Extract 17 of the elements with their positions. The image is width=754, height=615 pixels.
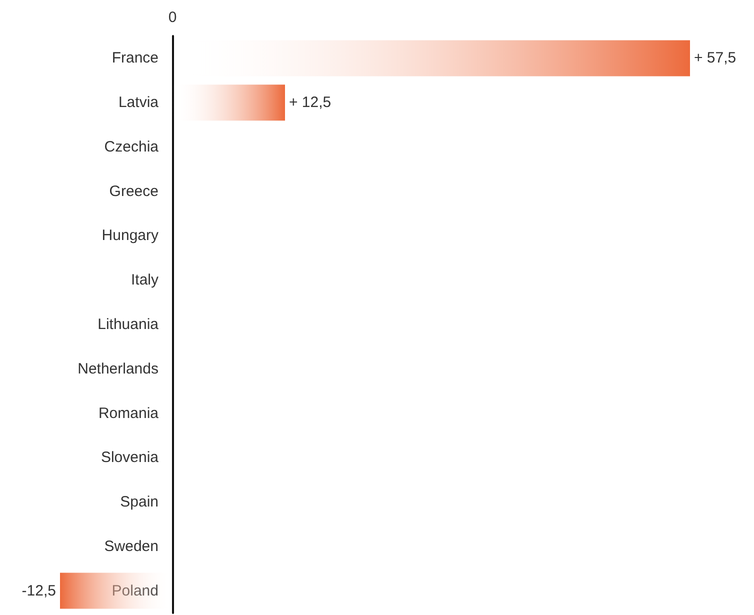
y-tick-label: Lithuania [98, 316, 160, 333]
y-tick-label: France [112, 50, 158, 67]
y-tick-label: Romania [98, 404, 160, 422]
text: 0 [168, 9, 177, 26]
y-tick-label: Italy [130, 272, 159, 289]
data-label: -12,5 [22, 582, 56, 600]
y-tick-label: Greece [109, 182, 158, 200]
y-tick-label: Hungary [102, 227, 159, 244]
y-tick-label: Netherlands [78, 360, 158, 378]
y-tick-label: Latvia [118, 94, 160, 112]
data-label: + 57,5 [694, 50, 736, 67]
data-label: + 12,5 [289, 94, 332, 112]
y-tick-label: Poland [112, 582, 158, 600]
y-tick-label: Czechia [104, 138, 160, 156]
y-tick-label: Spain [120, 494, 158, 511]
y-tick-label: Sweden [104, 538, 158, 555]
y-tick-label: Slovenia [100, 449, 160, 466]
